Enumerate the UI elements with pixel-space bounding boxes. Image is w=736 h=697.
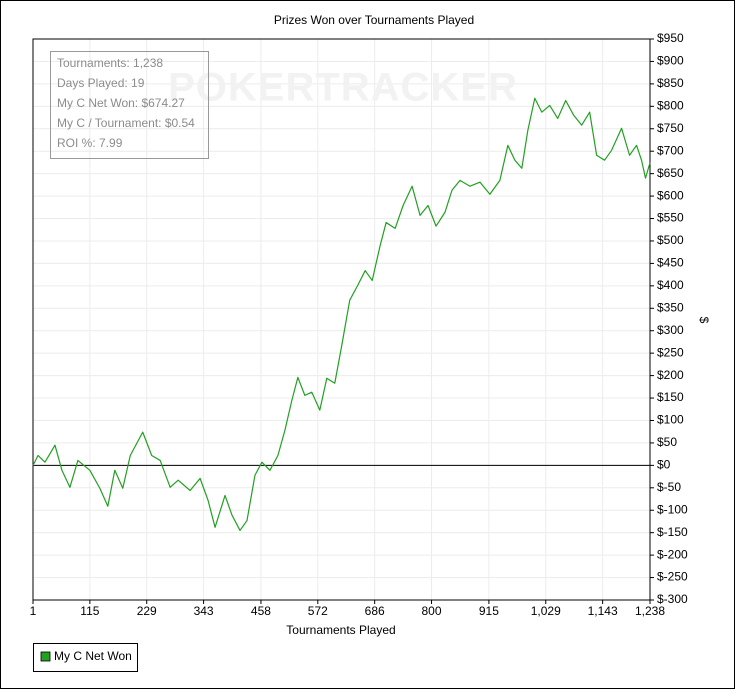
y-tick-label: $-100 <box>657 502 688 516</box>
y-tick-label: $950 <box>657 31 684 45</box>
info-line: Tournaments: 1,238 <box>57 56 163 70</box>
y-tick-label: $550 <box>657 211 684 225</box>
chart-title: Prizes Won over Tournaments Played <box>274 13 474 27</box>
x-tick-label: 1,143 <box>588 604 618 618</box>
x-tick-label: 686 <box>365 604 385 618</box>
y-tick-label: $650 <box>657 166 684 180</box>
y-tick-label: $100 <box>657 413 684 427</box>
y-tick-label: $50 <box>657 435 677 449</box>
y-tick-label: $-150 <box>657 525 688 539</box>
y-tick-label: $-300 <box>657 592 688 606</box>
legend-box <box>33 643 138 672</box>
y-tick-label: $700 <box>657 143 684 157</box>
info-line: Days Played: 19 <box>57 76 145 90</box>
y-axis-label: $ <box>697 317 711 324</box>
y-tick-label: $150 <box>657 390 684 404</box>
y-tick-label: $600 <box>657 188 684 202</box>
y-tick-label: $750 <box>657 121 684 135</box>
y-tick-label: $-200 <box>657 547 688 561</box>
x-tick-label: 229 <box>137 604 157 618</box>
x-tick-label: 458 <box>251 604 271 618</box>
x-tick-label: 915 <box>479 604 499 618</box>
y-tick-label: $-250 <box>657 570 688 584</box>
info-box <box>50 51 209 159</box>
y-tick-label: $200 <box>657 368 684 382</box>
y-tick-label: $900 <box>657 54 684 68</box>
y-tick-label: $-50 <box>657 480 681 494</box>
y-tick-label: $0 <box>657 458 671 472</box>
x-tick-label: 343 <box>194 604 214 618</box>
info-line: My C Net Won: $674.27 <box>57 96 185 110</box>
y-tick-label: $800 <box>657 98 684 112</box>
x-tick-label: 800 <box>422 604 442 618</box>
series-line <box>32 97 651 532</box>
y-tick-label: $350 <box>657 300 684 314</box>
watermark: POKERTRACKER <box>168 66 518 110</box>
x-tick-label: 1,029 <box>531 604 561 618</box>
y-tick-label: $850 <box>657 76 684 90</box>
y-tick-label: $250 <box>657 345 684 359</box>
y-tick-label: $450 <box>657 256 684 270</box>
plot-area <box>32 38 651 601</box>
y-tick-label: $400 <box>657 278 684 292</box>
legend-label: My C Net Won <box>54 649 132 663</box>
x-tick-label: 572 <box>308 604 328 618</box>
x-axis-label: Tournaments Played <box>286 623 395 637</box>
info-line: My C / Tournament: $0.54 <box>57 116 195 130</box>
y-tick-label: $500 <box>657 233 684 247</box>
x-tick-label: 1 <box>30 604 37 618</box>
legend-swatch <box>40 651 51 662</box>
x-tick-label: 1,238 <box>635 604 665 618</box>
info-line: ROI %: 7.99 <box>57 136 123 150</box>
x-tick-label: 115 <box>80 604 99 618</box>
y-tick-label: $300 <box>657 323 684 337</box>
